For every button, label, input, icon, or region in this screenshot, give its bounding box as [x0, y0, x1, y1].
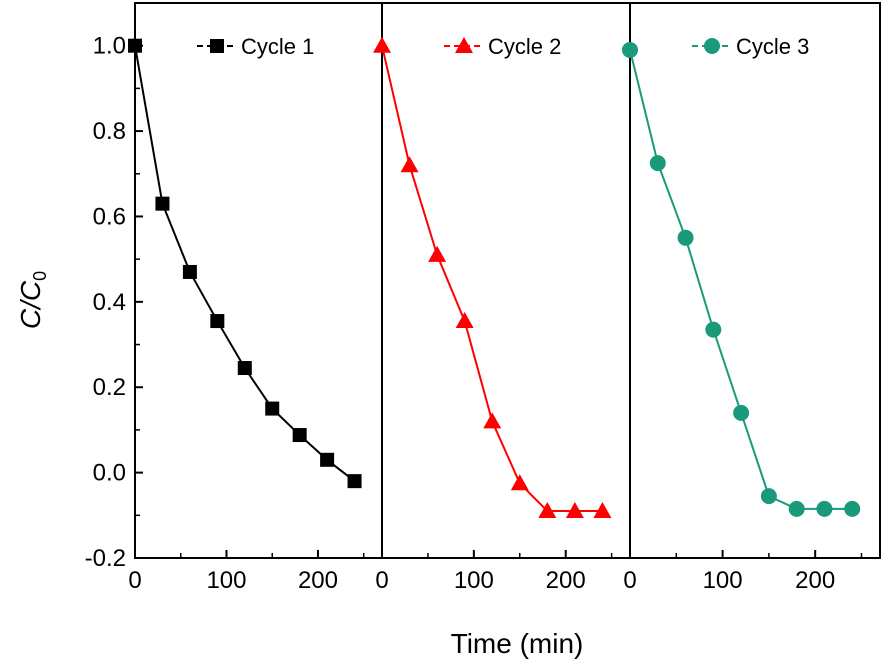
x-tick-label: 200: [546, 567, 586, 594]
data-point: [155, 196, 170, 211]
x-tick-label: 200: [298, 567, 338, 594]
data-point: [237, 361, 252, 376]
x-axis-title: Time (min): [451, 628, 584, 659]
legend-marker: [210, 39, 224, 53]
legend-marker: [704, 38, 720, 54]
series-line: [381, 45, 603, 513]
y-tick-label: -0.2: [85, 545, 126, 572]
y-tick-label: 1.0: [93, 33, 126, 60]
series-2: [373, 36, 612, 519]
series-layer: [128, 36, 861, 519]
data-point: [844, 500, 861, 517]
series-3: [622, 41, 861, 517]
y-tick-label: 0.0: [93, 460, 126, 487]
y-tick-label: 0.8: [93, 118, 126, 145]
x-tick-label: 0: [623, 567, 636, 594]
data-point: [428, 245, 447, 262]
data-point: [510, 474, 529, 491]
data-point: [292, 428, 307, 443]
x-axis: 0 100 200 0 100 200 0 100 200: [128, 550, 863, 594]
x-tick-label: 200: [795, 567, 835, 594]
y-axis-title-main: C/C: [15, 280, 46, 329]
data-point: [483, 412, 502, 429]
panel-frame-2: [381, 2, 631, 559]
data-point: [538, 502, 557, 519]
data-point: [128, 38, 142, 53]
y-tick-label: 0.4: [93, 289, 126, 316]
series-1: [128, 38, 362, 489]
data-point: [649, 155, 666, 172]
data-point: [565, 502, 584, 519]
series-line: [629, 49, 853, 510]
y-axis-title-subscript: 0: [30, 271, 50, 281]
data-point: [320, 452, 335, 467]
data-point: [760, 488, 777, 505]
data-point: [455, 312, 474, 329]
data-point: [400, 156, 419, 173]
x-tick-label: 100: [703, 567, 743, 594]
data-point: [347, 474, 362, 489]
data-point: [788, 500, 805, 517]
x-tick-label: 0: [128, 567, 141, 594]
data-point: [182, 264, 197, 279]
data-point: [265, 401, 280, 416]
series-line: [134, 45, 356, 482]
data-point: [622, 41, 638, 58]
data-point: [677, 229, 694, 246]
legend-marker: [455, 37, 473, 53]
data-point: [210, 314, 225, 329]
x-tick-label: 100: [454, 567, 494, 594]
y-tick-label: 0.6: [93, 203, 126, 230]
data-point: [373, 36, 391, 53]
data-point: [733, 404, 750, 421]
x-tick-label: 0: [375, 567, 388, 594]
data-point: [816, 500, 833, 517]
y-axis: -0.2 0.0 0.2 0.4 0.6 0.8 1.0: [85, 33, 143, 572]
data-point: [593, 502, 612, 519]
chart-panels: [134, 2, 881, 559]
y-tick-label: 0.2: [93, 374, 126, 401]
panel-frame-3: [629, 2, 881, 559]
legend-label: Cycle 3: [736, 34, 809, 59]
legend-layer: Cycle 1 Cycle 2 Cycle 3: [197, 34, 809, 59]
legend-label: Cycle 1: [241, 34, 314, 59]
x-tick-label: 100: [206, 567, 246, 594]
data-point: [705, 321, 722, 338]
y-axis-title: C/C0: [15, 271, 50, 329]
legend-label: Cycle 2: [488, 34, 561, 59]
